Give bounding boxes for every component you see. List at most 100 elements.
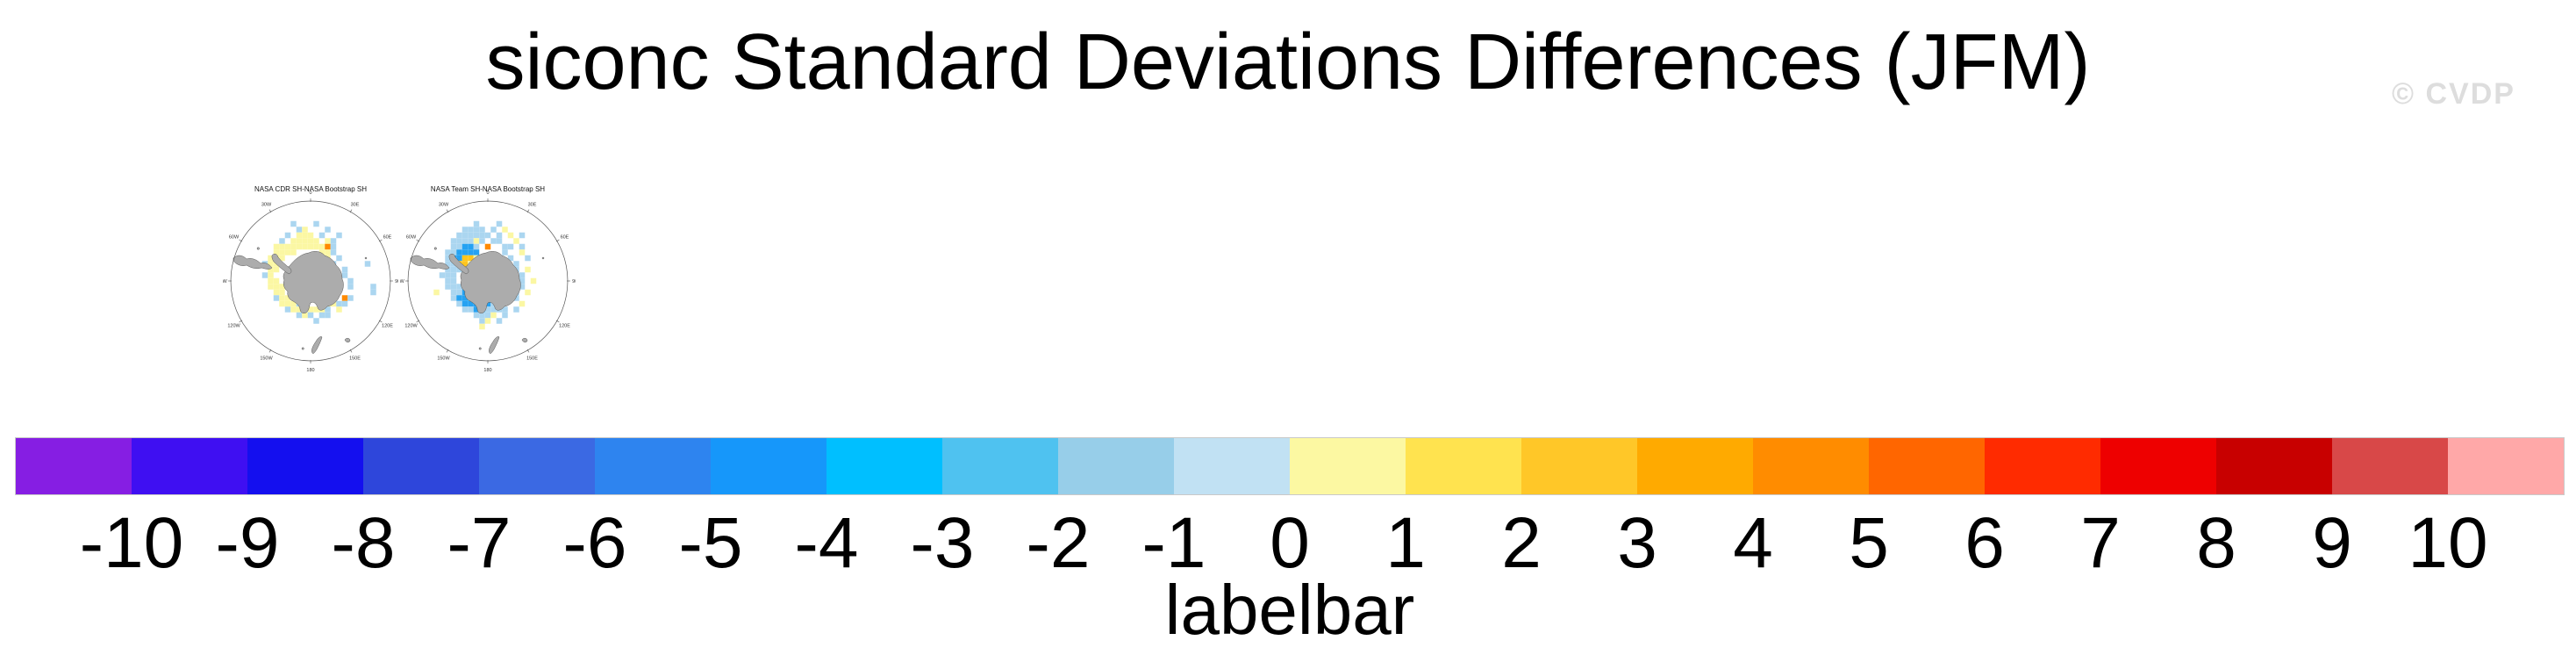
labelbar-segment (1869, 438, 1985, 494)
labelbar-tick-label: 3 (1617, 503, 1657, 583)
map-grid-cell (302, 312, 308, 319)
map-grid-cell (473, 232, 480, 239)
map-grid-cell (450, 284, 457, 290)
longitude-tick (349, 349, 353, 353)
map-grid-cell (456, 249, 462, 255)
map-grid-cell (279, 255, 285, 262)
map-grid-cell (484, 318, 491, 324)
map-grid-cell (507, 243, 514, 250)
map-grid-cell (484, 243, 491, 250)
map-grid-cell (290, 238, 297, 244)
landmass (233, 255, 273, 270)
map-grid-cell (462, 238, 469, 244)
map-grid-cell (519, 243, 526, 250)
longitude-label: 150E (526, 356, 538, 361)
polar-map-nasa-team: 0 30E 60E 90E 120E 150E 180 150W 120W 90W 60W 30W (400, 191, 576, 373)
map-grid-cell (450, 272, 457, 278)
longitude-label: 150W (437, 356, 450, 361)
map-grid-cell (273, 295, 280, 301)
longitude-label: 150W (260, 356, 273, 361)
map-grid-cell (307, 232, 314, 239)
map-grid-cell (496, 220, 503, 227)
map-grid-cell (468, 255, 474, 262)
longitude-tick (555, 239, 560, 242)
labelbar-segment (942, 438, 1058, 494)
map-grid-cell (318, 312, 326, 319)
map-grid-cell (513, 238, 519, 244)
map-grid-cell (473, 249, 480, 255)
map-grid-cell (484, 300, 491, 307)
longitude-tick (378, 320, 383, 323)
map-grid-cell (273, 266, 280, 273)
map-grid-cell (439, 272, 446, 278)
map-grid-cell (325, 227, 331, 233)
map-grid-cell (484, 232, 491, 239)
map-grid-cell (479, 318, 485, 324)
landmass (271, 253, 292, 275)
map-grid-cell (462, 227, 469, 233)
cvdp-watermark: © CVDP (2392, 77, 2515, 111)
map-grid-cell (496, 318, 503, 324)
map-grid-cell (290, 249, 297, 255)
map-grid-cell (445, 266, 451, 273)
labelbar-segment (247, 438, 363, 494)
landmass (489, 336, 500, 354)
map-grid-cell (370, 284, 376, 290)
map-grid-cell (296, 238, 303, 244)
landmass (364, 256, 368, 260)
map-grid-cell (445, 277, 451, 284)
map-grid-cell (473, 312, 480, 319)
longitude-label: 120W (227, 324, 240, 329)
map-grid-cell (445, 272, 451, 278)
map-grid-cell (479, 323, 485, 330)
polar-map-nasa-cdr: 0 30E 60E 90E 120E 150E 180 150W 120W 90W 60W 30W (223, 191, 398, 373)
map-grid-cell (279, 243, 285, 250)
map-grid-cell (364, 261, 371, 267)
map-grid-cell (484, 312, 491, 319)
map-grid-cell (502, 243, 508, 250)
landmass (541, 256, 545, 260)
labelbar-segment (1637, 438, 1753, 494)
map-grid-cell (445, 261, 451, 267)
landmass (311, 336, 323, 354)
longitude-tick (555, 320, 560, 323)
map-grid-cell (284, 306, 291, 313)
map-grid-cell (318, 249, 326, 255)
map-grid-cell (341, 295, 348, 301)
labelbar-tick-label: -9 (215, 503, 280, 583)
map-grid-cell (290, 243, 297, 250)
labelbar-segment (363, 438, 479, 494)
landmass (344, 337, 351, 343)
map-grid-cell (507, 255, 514, 262)
longitude-tick (416, 320, 420, 323)
labelbar-tick-label: 4 (1733, 503, 1773, 583)
longitude-tick (416, 239, 420, 242)
map-grid-cell (468, 243, 474, 250)
map-grid-cell (279, 284, 285, 290)
longitude-tick (378, 239, 383, 242)
map-grid-cell (279, 238, 285, 244)
map-grid-cell (468, 306, 474, 313)
map-grid-cell (502, 227, 508, 233)
longitude-label: 90W (223, 279, 227, 284)
longitude-label: 180 (306, 368, 314, 373)
labelbar-segment (1290, 438, 1406, 494)
map-grid-cell (456, 243, 462, 250)
map-grid-cell (456, 238, 462, 244)
map-grid-cell (336, 255, 342, 262)
labelbar-tick-label: 2 (1501, 503, 1542, 583)
landmass (478, 347, 482, 350)
map-grid-cell (450, 277, 457, 284)
map-grid-cell (468, 249, 474, 255)
longitude-tick (239, 320, 243, 323)
map-grid-cell (479, 312, 485, 319)
map-grid-cell (468, 232, 474, 239)
map-grid-cell (462, 306, 469, 313)
labelbar-tick-label: 10 (2408, 503, 2488, 583)
map-grid-cell (268, 255, 274, 262)
map-grid-cell (490, 227, 497, 233)
map-panel-nasa-team: NASA Team SH-NASA Bootstrap SH 0 30E 60E 90… (400, 180, 576, 373)
labelbar-segment (16, 438, 132, 494)
map-grid-cell (450, 266, 457, 273)
map-grid-cell (496, 232, 503, 239)
